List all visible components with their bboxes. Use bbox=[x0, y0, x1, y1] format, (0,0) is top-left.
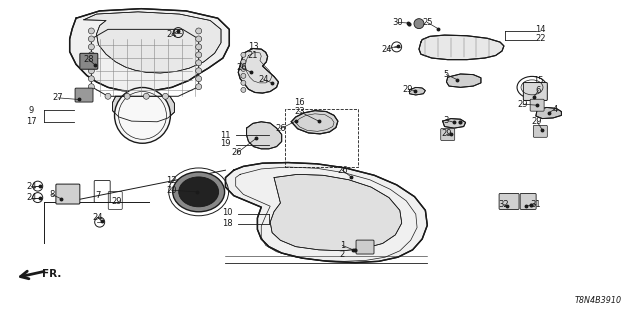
Circle shape bbox=[196, 28, 202, 34]
Text: 28: 28 bbox=[83, 55, 94, 64]
Polygon shape bbox=[536, 108, 561, 119]
Circle shape bbox=[88, 84, 94, 90]
FancyBboxPatch shape bbox=[356, 240, 374, 254]
Circle shape bbox=[88, 52, 94, 58]
Text: 9: 9 bbox=[29, 106, 34, 115]
Text: 6: 6 bbox=[536, 86, 541, 95]
Text: 8: 8 bbox=[49, 190, 54, 199]
Circle shape bbox=[88, 68, 94, 74]
Text: FR.: FR. bbox=[42, 269, 61, 279]
Text: 22: 22 bbox=[535, 34, 545, 43]
FancyBboxPatch shape bbox=[530, 99, 544, 111]
Polygon shape bbox=[419, 35, 504, 60]
Polygon shape bbox=[291, 111, 338, 134]
Circle shape bbox=[241, 60, 246, 64]
Text: 5: 5 bbox=[444, 70, 449, 79]
Text: 17: 17 bbox=[26, 116, 36, 126]
Text: 25: 25 bbox=[422, 18, 433, 27]
Circle shape bbox=[196, 76, 202, 82]
Circle shape bbox=[196, 68, 202, 74]
Circle shape bbox=[88, 36, 94, 42]
FancyBboxPatch shape bbox=[533, 125, 547, 137]
Text: 11: 11 bbox=[220, 131, 231, 140]
Polygon shape bbox=[447, 74, 481, 87]
Text: 2: 2 bbox=[340, 251, 345, 260]
Text: 16: 16 bbox=[294, 98, 305, 107]
Text: 1: 1 bbox=[340, 241, 345, 250]
Polygon shape bbox=[113, 96, 174, 122]
Circle shape bbox=[241, 52, 246, 57]
Text: 19: 19 bbox=[220, 139, 231, 148]
Circle shape bbox=[196, 36, 202, 42]
Text: 14: 14 bbox=[535, 25, 545, 34]
Polygon shape bbox=[443, 119, 466, 128]
Text: 29: 29 bbox=[111, 197, 122, 206]
FancyBboxPatch shape bbox=[520, 194, 536, 209]
Text: 32: 32 bbox=[499, 200, 509, 209]
Text: 29: 29 bbox=[441, 129, 452, 138]
FancyBboxPatch shape bbox=[524, 83, 547, 100]
Text: 4: 4 bbox=[552, 105, 557, 114]
Circle shape bbox=[115, 87, 170, 143]
Polygon shape bbox=[225, 163, 428, 263]
Circle shape bbox=[143, 93, 149, 99]
Text: 31: 31 bbox=[531, 200, 541, 209]
Text: 26: 26 bbox=[237, 63, 248, 72]
Text: 30: 30 bbox=[392, 18, 403, 27]
Circle shape bbox=[105, 93, 111, 99]
Text: 29: 29 bbox=[518, 100, 529, 109]
Text: 20: 20 bbox=[166, 186, 177, 195]
Circle shape bbox=[196, 60, 202, 66]
Text: 21: 21 bbox=[248, 51, 258, 60]
Text: 24: 24 bbox=[166, 30, 177, 39]
Text: 12: 12 bbox=[166, 176, 177, 185]
Circle shape bbox=[124, 93, 130, 99]
FancyBboxPatch shape bbox=[80, 53, 98, 69]
Circle shape bbox=[241, 87, 246, 92]
Polygon shape bbox=[238, 49, 278, 93]
Ellipse shape bbox=[179, 177, 219, 207]
Circle shape bbox=[196, 44, 202, 50]
Polygon shape bbox=[246, 122, 282, 149]
Ellipse shape bbox=[173, 172, 225, 212]
Circle shape bbox=[163, 93, 168, 99]
Text: 3: 3 bbox=[444, 116, 449, 125]
Text: 27: 27 bbox=[53, 93, 63, 102]
Text: 26: 26 bbox=[275, 124, 285, 133]
Circle shape bbox=[88, 76, 94, 82]
Text: 24: 24 bbox=[382, 44, 392, 54]
Text: 13: 13 bbox=[248, 42, 259, 52]
Polygon shape bbox=[70, 9, 229, 92]
Circle shape bbox=[241, 73, 246, 78]
Circle shape bbox=[241, 66, 246, 71]
Text: 26: 26 bbox=[337, 166, 348, 175]
Circle shape bbox=[241, 80, 246, 85]
FancyBboxPatch shape bbox=[441, 129, 454, 140]
Text: 24: 24 bbox=[26, 193, 36, 202]
Text: 18: 18 bbox=[222, 219, 233, 228]
Text: 24: 24 bbox=[259, 75, 269, 84]
Circle shape bbox=[196, 84, 202, 90]
FancyBboxPatch shape bbox=[499, 194, 519, 209]
Text: 10: 10 bbox=[222, 208, 233, 217]
Text: T8N4B3910: T8N4B3910 bbox=[574, 296, 621, 305]
Polygon shape bbox=[410, 87, 426, 95]
Circle shape bbox=[414, 19, 424, 28]
Text: 15: 15 bbox=[533, 76, 543, 85]
Text: 24: 24 bbox=[93, 213, 103, 222]
Circle shape bbox=[196, 52, 202, 58]
Polygon shape bbox=[84, 12, 221, 73]
Text: 29: 29 bbox=[532, 117, 542, 126]
Circle shape bbox=[88, 44, 94, 50]
Text: 29: 29 bbox=[403, 85, 413, 94]
Text: 7: 7 bbox=[95, 191, 100, 200]
FancyBboxPatch shape bbox=[56, 184, 80, 204]
Circle shape bbox=[88, 28, 94, 34]
Text: 24: 24 bbox=[26, 182, 36, 191]
Text: 26: 26 bbox=[232, 148, 243, 157]
FancyBboxPatch shape bbox=[75, 88, 93, 102]
Text: 23: 23 bbox=[294, 107, 305, 116]
Circle shape bbox=[88, 60, 94, 66]
Polygon shape bbox=[270, 174, 402, 251]
